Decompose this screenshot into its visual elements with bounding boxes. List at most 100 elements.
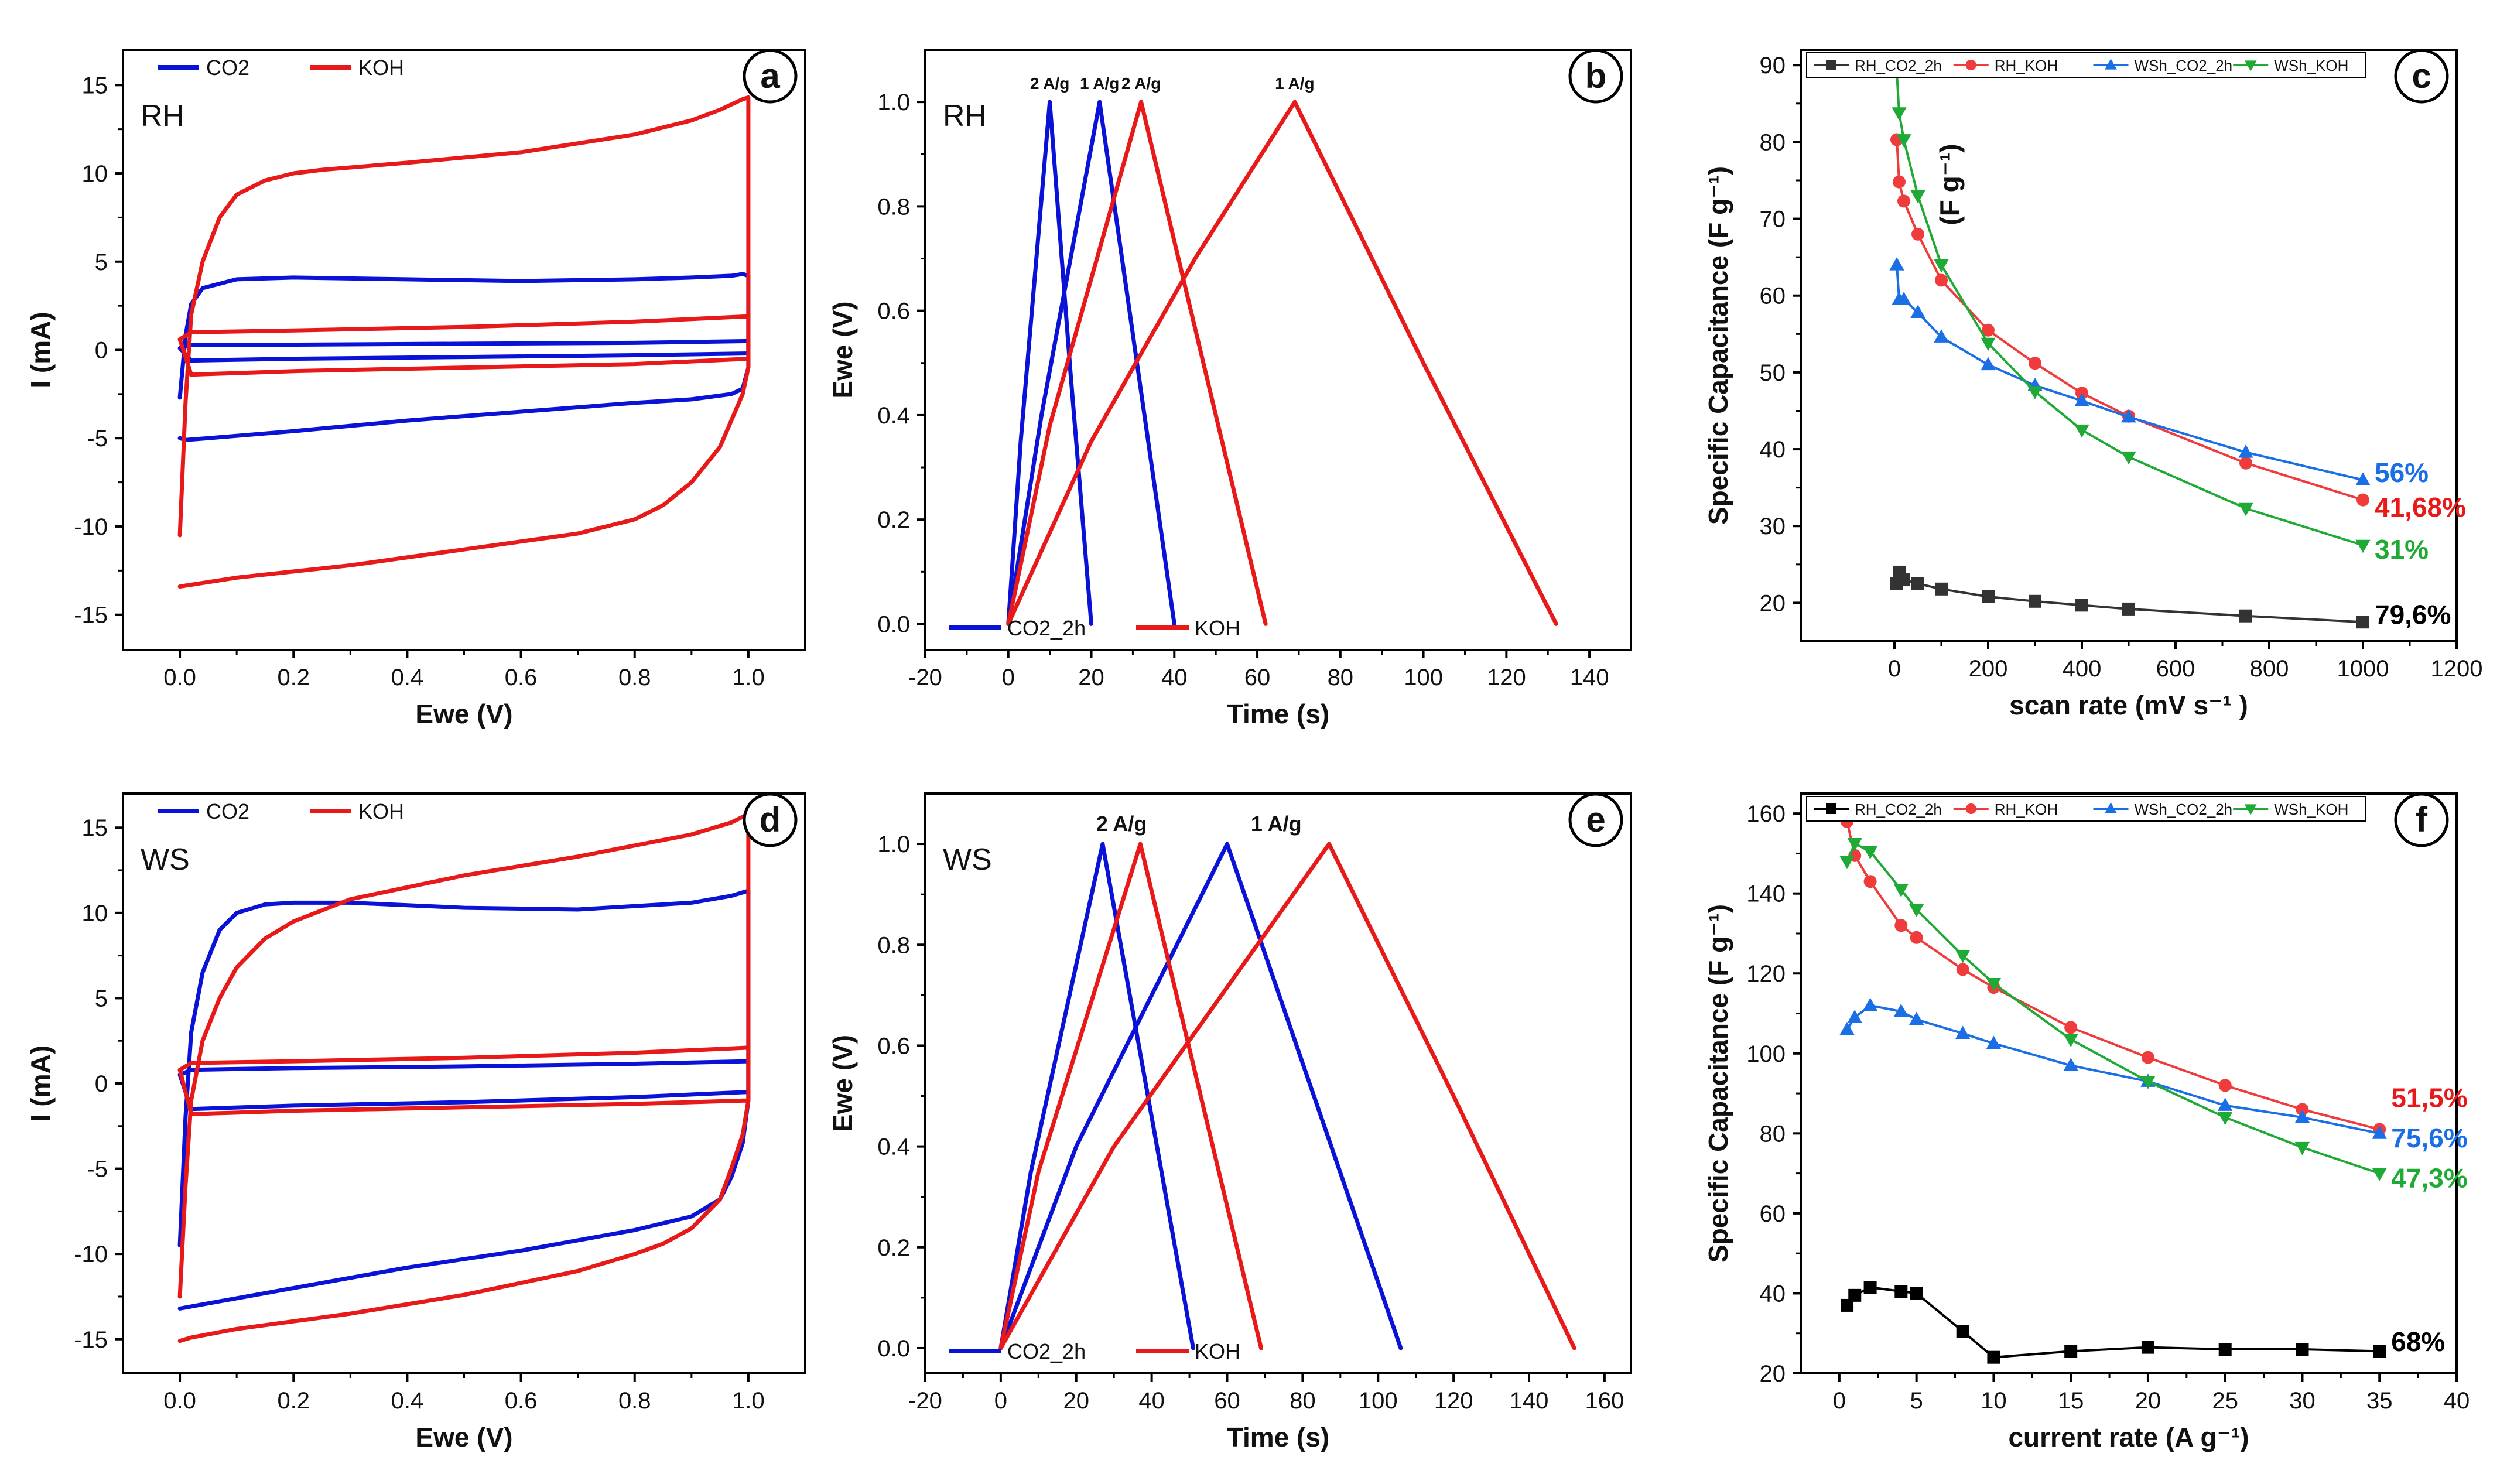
legend-label: CO2_2h	[1007, 1339, 1086, 1363]
data-marker	[2074, 393, 2089, 406]
x-tick-label: 140	[1510, 1388, 1549, 1414]
x-axis-label: scan rate (mV s⁻¹ )	[2009, 690, 2248, 720]
y-tick-label: 80	[1760, 129, 1786, 155]
y-tick-label: 30	[1760, 514, 1786, 539]
data-marker	[1981, 357, 1996, 371]
series-line-1	[1896, 138, 2364, 501]
y-tick-label: 0.4	[877, 403, 910, 429]
series-line-3	[998, 842, 1576, 1350]
series-line-2	[998, 842, 1263, 1350]
y-tick-label: 0.0	[877, 1336, 910, 1362]
y-tick-label: 5	[95, 249, 108, 275]
legend-label: CO2_2h	[1007, 616, 1086, 640]
x-tick-label: 0	[1888, 656, 1901, 682]
x-tick-label: 0.0	[163, 1388, 196, 1414]
x-tick-label: 0.8	[618, 665, 651, 690]
legend-label: WSh_KOH	[2274, 57, 2348, 74]
legend-label: RH_KOH	[1995, 57, 2058, 74]
data-marker	[2075, 599, 2088, 612]
y-axis-label: I (mA)	[25, 1045, 56, 1121]
panel-letter: e	[1586, 800, 1605, 839]
retention-annotation: 47,3%	[2391, 1162, 2467, 1193]
series-line-2	[1896, 264, 2364, 481]
data-marker	[1839, 1021, 1855, 1035]
x-tick-label: -20	[908, 665, 942, 690]
legend-label: KOH	[1195, 1339, 1240, 1363]
data-marker	[2121, 409, 2136, 423]
legend-label: WSh_CO2_2h	[2135, 57, 2233, 74]
data-marker	[1896, 134, 1911, 148]
x-tick-label: 0.6	[505, 1388, 538, 1414]
x-axis-label: Ewe (V)	[415, 699, 512, 729]
data-marker	[1981, 337, 1996, 351]
data-marker	[2121, 451, 2136, 465]
y-tick-label: 0.2	[877, 507, 910, 533]
y-tick-label: 1.0	[877, 832, 910, 857]
panel-tag: RH	[943, 99, 987, 133]
data-marker	[2027, 386, 2043, 399]
data-marker	[2372, 1168, 2387, 1181]
x-tick-label: 25	[2212, 1388, 2238, 1414]
y-tick-label: 60	[1760, 1201, 1786, 1227]
peak-annotation: 1 A/g	[1275, 74, 1314, 93]
y-tick-label: -5	[87, 426, 108, 452]
series-group	[998, 842, 1576, 1350]
y-tick-label: 0.0	[877, 611, 910, 637]
data-marker	[2122, 602, 2135, 616]
legend: RH_CO2_2h RH_KOH WSh_CO2_2h WSh_KOH	[1806, 52, 2366, 78]
series-line-3	[1006, 100, 1558, 626]
x-tick-label: 160	[1585, 1388, 1624, 1414]
data-marker	[1839, 856, 1855, 870]
data-marker	[1893, 175, 1906, 189]
x-tick-label: 0	[994, 1388, 1007, 1414]
panel-letter-badge	[1568, 49, 1623, 104]
data-marker	[2029, 594, 2041, 608]
series-line-1	[1006, 100, 1176, 626]
data-marker	[2239, 456, 2252, 470]
x-tick-label: 1.0	[732, 665, 765, 690]
retention-annotation: 56%	[2375, 457, 2429, 488]
data-marker	[1847, 1010, 1862, 1023]
panel-letter-badge	[2394, 49, 2449, 104]
data-marker	[1893, 1003, 1909, 1017]
legend-marker	[2244, 60, 2257, 71]
x-tick-label: 200	[1969, 656, 2008, 682]
y-tick-label: 20	[1760, 590, 1786, 616]
series-line-0	[177, 272, 751, 442]
y-tick-label: 20	[1760, 1361, 1786, 1387]
data-marker	[2218, 1112, 2233, 1126]
data-marker	[1911, 577, 1924, 590]
data-marker	[1986, 977, 2002, 991]
panel-d: 0.0 0.2 0.4 0.6 0.8 1.0 -15 -10 -5 0 5 10 15 Ewe (V) I…	[25, 792, 806, 1452]
data-marker	[2141, 1051, 2154, 1064]
panel-letter-badge	[743, 49, 798, 104]
data-marker	[1863, 1281, 1877, 1294]
x-axis-label: Time (s)	[1227, 699, 1330, 729]
panel-letter-badge	[1568, 792, 1623, 847]
panel-letter: d	[760, 800, 781, 839]
series-group	[1839, 815, 2387, 1364]
y-tick-label: 0.8	[877, 932, 910, 958]
y-tick-label: 5	[95, 986, 108, 1011]
series-group	[177, 812, 751, 1343]
y-axis-label: I (mA)	[25, 312, 56, 388]
x-tick-label: 0.2	[277, 665, 310, 690]
x-tick-label: 10	[1981, 1388, 2007, 1414]
data-marker	[1862, 846, 1878, 860]
data-marker	[1910, 305, 1925, 318]
legend-box	[1806, 796, 2366, 822]
x-tick-label: 80	[1290, 1388, 1316, 1414]
y-tick-label: 60	[1760, 283, 1786, 309]
series-line-3	[177, 1045, 751, 1116]
data-marker	[2239, 609, 2252, 623]
y-tick-label: 90	[1760, 53, 1786, 78]
panel-letter: a	[760, 56, 780, 95]
data-marker	[1894, 1285, 1908, 1298]
legend-label: WSh_KOH	[2274, 801, 2348, 818]
x-tick-label: 100	[1359, 1388, 1398, 1414]
x-tick-label: 40	[2444, 1388, 2470, 1414]
retention-annotation: 51,5%	[2391, 1083, 2467, 1113]
y-tick-label: -10	[74, 514, 108, 540]
y-tick-label: 140	[1746, 881, 1786, 907]
data-marker	[1934, 329, 1949, 343]
